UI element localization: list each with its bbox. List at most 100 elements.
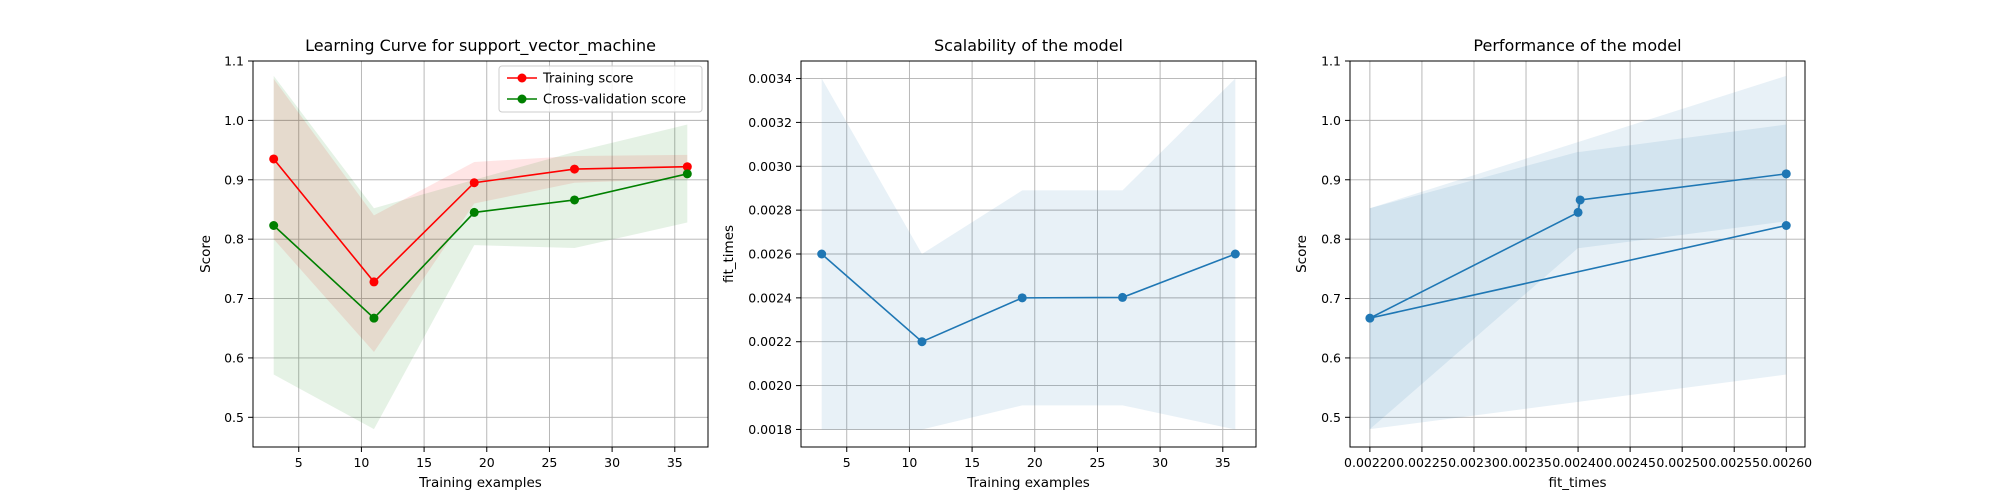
learning-curve-points	[269, 154, 692, 323]
x-tick-label: 0.00240	[1552, 455, 1604, 470]
y-tick-label: 0.0032	[748, 115, 792, 130]
x-tick-label: 0.00220	[1344, 455, 1396, 470]
cv-score-point	[369, 313, 379, 323]
legend-training-label: Training score	[542, 72, 633, 87]
y-tick-label: 1.1	[224, 54, 244, 69]
x-tick-label: 15	[416, 455, 432, 470]
x-tick-label: 10	[353, 455, 369, 470]
learning-curve-ylabel: Score	[198, 235, 214, 273]
performance-point	[1365, 313, 1375, 323]
learning-curve-axes-frame	[252, 60, 709, 448]
performance-points	[1365, 169, 1791, 323]
y-tick-label: 0.0034	[748, 71, 792, 86]
legend-training-marker	[517, 73, 527, 83]
learning-curve-ticks: 5 10 15 20 25 30 35 0.5 0.6 0.7 0.8 0.9 1.0 1.1	[224, 54, 683, 471]
x-tick-label: 25	[1089, 455, 1105, 470]
performance-band-area	[1369, 75, 1787, 430]
x-tick-label: 25	[541, 455, 557, 470]
legend-cv-label: Cross-validation score	[543, 93, 686, 108]
learning-curve-panel: 5 10 15 20 25 30 35 0.5 0.6 0.7 0.8 0.9 1.0 1.1 Learn…	[198, 36, 709, 491]
cv-score-point	[570, 195, 580, 205]
performance-xlabel: fit_times	[1548, 475, 1606, 491]
y-tick-label: 0.0020	[748, 378, 792, 393]
x-tick-label: 30	[604, 455, 620, 470]
x-tick-label: 30	[1152, 455, 1168, 470]
cv-score-point	[682, 169, 692, 179]
scalability-ylabel: fit_times	[721, 225, 737, 283]
legend-cv-marker	[517, 94, 527, 104]
training-score-point	[469, 178, 479, 188]
y-tick-label: 0.0026	[748, 247, 792, 262]
performance-point	[1575, 195, 1585, 205]
scalability-grid	[801, 61, 1256, 447]
y-tick-label: 1.0	[224, 113, 244, 128]
x-tick-label: 5	[295, 455, 303, 470]
cv-score-band	[273, 75, 688, 430]
performance-band-area	[1369, 124, 1787, 430]
training-score-point	[369, 277, 379, 287]
training-score-point	[682, 162, 692, 172]
y-tick-label: 0.9	[224, 172, 244, 187]
x-tick-label: 20	[479, 455, 495, 470]
y-tick-label: 0.0030	[748, 159, 792, 174]
scalability-points	[817, 249, 1240, 347]
scalability-title: Scalability of the model	[934, 36, 1123, 55]
x-tick-label: 15	[964, 455, 980, 470]
y-tick-label: 0.8	[1321, 232, 1341, 247]
x-tick-label: 0.00245	[1604, 455, 1656, 470]
x-tick-label: 35	[667, 455, 683, 470]
x-tick-label: 0.00260	[1760, 455, 1812, 470]
y-tick-label: 0.5	[1321, 410, 1341, 425]
fit-times-band	[821, 78, 1236, 430]
y-tick-label: 0.6	[224, 350, 244, 365]
y-tick-label: 1.1	[1321, 54, 1341, 69]
performance-panel: 0.00220 0.00225 0.00230 0.00235 0.00240 0.002…	[1294, 36, 1812, 491]
y-tick-label: 0.7	[1321, 291, 1341, 306]
learning-curve-legend: Training score Cross-validation score	[498, 65, 703, 113]
cv-score-point	[269, 220, 279, 230]
scalability-ticks: 5 10 15 20 25 30 35 0.0018 0.0020 0.0022 0.0024 0.0…	[748, 71, 1230, 470]
y-tick-label: 1.0	[1321, 113, 1341, 128]
training-score-point	[269, 154, 279, 164]
learning-curve-xlabel: Training examples	[418, 475, 542, 491]
performance-point	[1573, 207, 1583, 217]
fit-times-point	[817, 249, 827, 259]
x-tick-label: 0.00255	[1708, 455, 1760, 470]
x-tick-label: 35	[1215, 455, 1231, 470]
y-tick-label: 0.8	[224, 232, 244, 247]
fit-times-point	[917, 337, 927, 347]
x-tick-label: 0.00250	[1656, 455, 1708, 470]
scalability-panel: 5 10 15 20 25 30 35 0.0018 0.0020 0.0022 0.0024 0.0…	[721, 36, 1257, 491]
performance-band	[1369, 75, 1787, 430]
y-tick-label: 0.0024	[748, 290, 792, 305]
performance-point	[1781, 169, 1791, 179]
x-tick-label: 5	[843, 455, 851, 470]
y-tick-label: 0.0028	[748, 203, 792, 218]
y-tick-label: 0.0018	[748, 422, 792, 437]
y-tick-label: 0.5	[224, 410, 244, 425]
x-tick-label: 20	[1027, 455, 1043, 470]
learning-curve-title: Learning Curve for support_vector_machin…	[305, 36, 656, 56]
training-score-point	[570, 164, 580, 174]
scalability-xlabel: Training examples	[966, 475, 1090, 491]
y-tick-label: 0.7	[224, 291, 244, 306]
performance-title: Performance of the model	[1473, 36, 1681, 55]
x-tick-label: 0.00230	[1448, 455, 1500, 470]
performance-axes-frame	[1349, 60, 1806, 448]
fit-times-point	[1017, 293, 1027, 303]
performance-ticks: 0.00220 0.00225 0.00230 0.00235 0.00240 0.002…	[1321, 54, 1812, 471]
x-tick-label: 10	[901, 455, 917, 470]
x-tick-label: 0.00235	[1500, 455, 1552, 470]
fit-times-point	[1230, 249, 1240, 259]
y-tick-label: 0.9	[1321, 172, 1341, 187]
y-tick-label: 0.6	[1321, 350, 1341, 365]
y-tick-label: 0.0022	[748, 334, 792, 349]
cv-score-point	[469, 207, 479, 217]
performance-point	[1781, 220, 1791, 230]
scalability-band	[821, 78, 1236, 430]
performance-ylabel: Score	[1294, 235, 1310, 273]
x-tick-label: 0.00225	[1396, 455, 1448, 470]
fit-times-point	[1118, 292, 1128, 302]
legend-box	[498, 65, 703, 113]
